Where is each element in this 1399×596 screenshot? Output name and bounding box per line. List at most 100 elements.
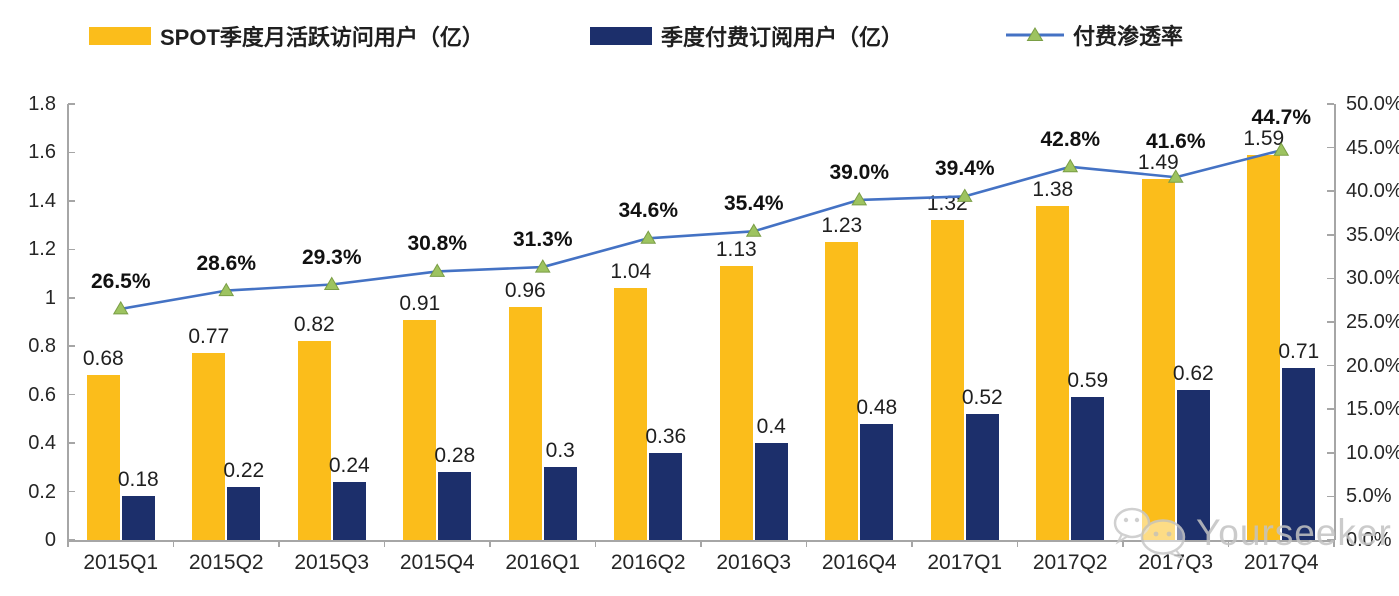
- x-axis-tick: [594, 540, 597, 547]
- x-axis-label: 2017Q1: [927, 551, 1003, 574]
- x-axis-tick: [805, 540, 808, 547]
- legend-item-penetration: 付费渗透率: [1006, 19, 1183, 51]
- x-axis-tick: [489, 540, 491, 547]
- left-axis-tick-label: 1: [44, 286, 56, 309]
- right-axis-tick: [1327, 495, 1334, 498]
- mau-bar: [614, 288, 648, 540]
- paid-bar: [1282, 368, 1316, 540]
- paid-bar-label: 0.52: [961, 386, 1003, 410]
- mau-bar: [403, 319, 437, 540]
- paid-bar-label: 0.48: [856, 395, 898, 419]
- penetration-label: 28.6%: [196, 251, 257, 275]
- mau-legend-swatch-icon: [89, 27, 151, 45]
- left-axis-tick: [68, 200, 75, 202]
- paid-bar-label: 0.18: [117, 468, 159, 492]
- penetration-label: 39.4%: [934, 157, 995, 181]
- mau-bar: [719, 266, 753, 540]
- mau-bar-label: 0.82: [293, 313, 335, 337]
- right-axis-tick: [1327, 190, 1334, 192]
- right-axis-tick: [1327, 321, 1334, 323]
- mau-bar-label: 1.32: [926, 192, 968, 216]
- x-axis-tick: [383, 540, 386, 547]
- right-axis-tick-label: 20.0%: [1346, 354, 1399, 377]
- paid-bar: [754, 443, 788, 540]
- penetration-marker-icon: [429, 263, 446, 277]
- right-axis-tick-label: 5.0%: [1346, 485, 1392, 508]
- mau-bar-label: 0.91: [399, 291, 441, 315]
- penetration-label: 29.3%: [301, 245, 362, 269]
- right-axis-tick: [1327, 234, 1334, 236]
- x-axis-tick: [911, 540, 913, 547]
- mau-bar: [192, 353, 226, 540]
- left-axis-tick-label: 1.2: [28, 238, 56, 261]
- penetration-label: 42.8%: [1040, 127, 1101, 151]
- mau-bar: [86, 375, 120, 540]
- mau-bar-label: 1.38: [1032, 177, 1074, 201]
- mau-bar-label: 1.04: [610, 260, 652, 284]
- paid-bar-label: 0.71: [1278, 340, 1320, 364]
- x-axis-label: 2015Q3: [294, 551, 370, 574]
- left-axis-tick: [68, 442, 75, 444]
- left-axis-tick-label: 1.8: [28, 93, 56, 115]
- penetration-label: 41.6%: [1145, 130, 1206, 154]
- x-axis-label: 2017Q2: [1032, 551, 1108, 574]
- x-axis-label: 2015Q1: [83, 551, 159, 574]
- mau-bar-label: 0.68: [82, 347, 124, 371]
- wechat-icon: [1113, 507, 1186, 561]
- right-axis-tick-label: 15.0%: [1346, 398, 1399, 421]
- paid-bar: [1071, 397, 1105, 540]
- paid-bar: [543, 467, 577, 540]
- right-axis-tick: [1327, 103, 1334, 105]
- right-axis-tick-label: 30.0%: [1346, 267, 1399, 290]
- left-axis-tick-label: 1.6: [28, 141, 56, 164]
- right-axis-tick: [1327, 277, 1334, 280]
- x-axis-label: 2016Q2: [610, 551, 686, 574]
- mau-bar: [1141, 179, 1175, 540]
- mau-bar: [825, 242, 859, 540]
- left-axis-tick: [68, 393, 75, 396]
- penetration-marker-icon: [323, 276, 340, 291]
- right-axis-tick-label: 35.0%: [1346, 223, 1399, 246]
- penetration-marker-icon: [745, 223, 762, 237]
- left-axis-tick: [68, 248, 75, 251]
- right-axis-tick-label: 40.0%: [1346, 180, 1399, 203]
- right-axis-tick-label: 10.0%: [1346, 441, 1399, 464]
- paid-bar: [332, 481, 366, 540]
- paid-bar-label: 0.24: [328, 453, 370, 477]
- x-axis-label: 2016Q3: [716, 551, 792, 574]
- x-axis-label: 2017Q3: [1138, 551, 1214, 574]
- watermark: Yourseeker: [1108, 504, 1392, 562]
- paid-bar: [121, 496, 155, 540]
- penetration-marker-icon: [1062, 158, 1079, 173]
- x-axis-tick: [67, 540, 69, 547]
- paid-bar-label: 0.22: [223, 458, 265, 482]
- right-axis-tick-label: 50.0%: [1346, 93, 1399, 115]
- penetration-marker-icon: [112, 300, 129, 315]
- x-axis-label: 2015Q2: [188, 551, 264, 574]
- penetration-label: 44.7%: [1251, 105, 1312, 129]
- left-axis-tick-label: 0.2: [28, 480, 56, 503]
- right-axis-tick-label: 25.0%: [1346, 311, 1399, 333]
- x-axis-label: 2016Q4: [821, 551, 897, 574]
- right-axis-tick: [1327, 539, 1334, 541]
- paid-bar-label: 0.59: [1067, 369, 1109, 393]
- paid-bar: [860, 423, 894, 540]
- watermark-text: Yourseeker: [1196, 512, 1392, 553]
- right-axis-tick: [1327, 408, 1334, 410]
- mau-bar-label: 0.96: [504, 279, 546, 303]
- paid-bar-label: 0.28: [434, 444, 476, 468]
- mau-bar: [508, 307, 542, 540]
- x-axis-tick: [278, 540, 280, 547]
- paid-bar: [1176, 389, 1210, 540]
- paid-bar: [965, 414, 999, 540]
- paid-bar: [438, 472, 472, 540]
- left-axis-line: [67, 104, 69, 540]
- x-axis-tick: [1016, 540, 1019, 547]
- left-axis-tick-label: 0: [44, 529, 56, 551]
- mau-bar: [297, 341, 331, 540]
- left-axis-tick-label: 0.6: [28, 383, 56, 406]
- right-axis-tick-label: 45.0%: [1346, 136, 1399, 159]
- mau-legend-label: SPOT季度月活跃访问用户（亿）: [160, 25, 484, 50]
